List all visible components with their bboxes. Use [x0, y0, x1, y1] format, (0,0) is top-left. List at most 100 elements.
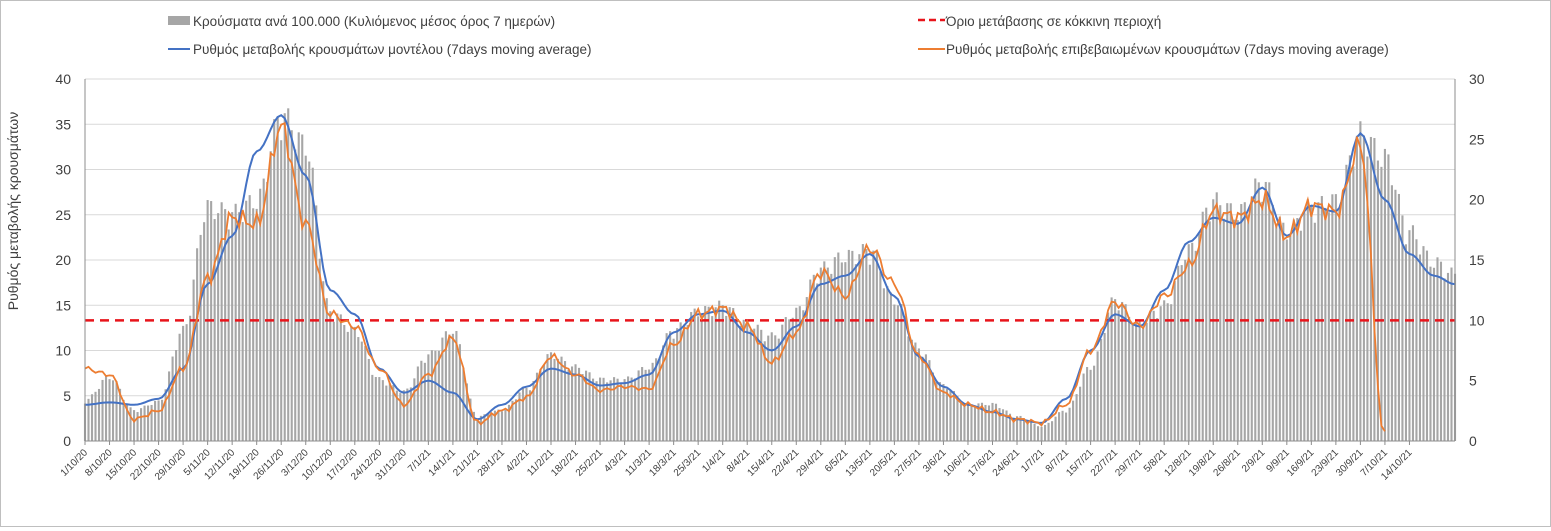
bar-day-23	[164, 389, 167, 441]
bar-day-26	[175, 350, 178, 441]
bar-day-69	[325, 298, 328, 441]
bar-day-346	[1296, 218, 1299, 441]
bar-day-44	[238, 212, 241, 441]
bar-day-165	[662, 345, 665, 441]
bar-day-125	[521, 387, 525, 441]
bar-day-362	[1352, 166, 1355, 441]
bar-day-70	[329, 311, 332, 441]
bar-day-369	[1376, 160, 1379, 441]
bar-day-320	[1205, 207, 1208, 441]
bar-day-330	[1240, 204, 1243, 441]
bar-day-194	[763, 341, 766, 441]
bar-day-112	[476, 418, 479, 441]
bar-day-82	[371, 374, 374, 441]
bar-day-229	[886, 286, 889, 441]
bar-day-148	[602, 377, 605, 441]
bar-day-302	[1142, 328, 1145, 441]
legend-item-bars: Κρούσματα ανά 100.000 (Κυλιόμενος μέσος …	[168, 14, 555, 29]
bar-day-341	[1278, 216, 1281, 441]
bar-day-350	[1310, 206, 1313, 441]
bar-day-253	[970, 404, 973, 441]
legend-label-bars: Κρούσματα ανά 100.000 (Κυλιόμενος μέσος …	[193, 14, 555, 29]
bar-day-13	[129, 407, 132, 441]
bar-day-59	[290, 130, 293, 441]
legend: Κρούσματα ανά 100.000 (Κυλιόμενος μέσος …	[168, 14, 1389, 57]
bar-day-53	[269, 151, 272, 442]
bar-day-365	[1362, 135, 1365, 442]
bar-day-282	[1072, 400, 1075, 441]
bar-day-178	[707, 306, 710, 441]
bar-day-110	[469, 398, 472, 441]
bar-day-364	[1359, 121, 1362, 442]
bar-day-100	[434, 350, 437, 441]
bar-day-223	[865, 249, 868, 441]
bar-day-234	[903, 316, 906, 441]
bar-series	[83, 108, 1457, 442]
bar-day-181	[718, 300, 721, 441]
bar-day-198	[777, 338, 780, 441]
y-tick-right-20: 20	[1469, 192, 1485, 208]
bar-day-386	[1436, 257, 1439, 441]
y-tick-left-20: 20	[55, 252, 71, 268]
bar-day-217	[844, 262, 847, 441]
bar-day-67	[318, 258, 321, 441]
bar-day-134	[553, 358, 556, 441]
bar-day-175	[697, 316, 700, 441]
bar-day-254	[973, 406, 977, 441]
bar-day-317	[1194, 250, 1197, 441]
bar-day-176	[700, 314, 703, 441]
bar-day-39	[220, 202, 223, 441]
bar-day-46	[245, 200, 248, 441]
bar-day-15	[136, 412, 139, 441]
bar-day-200	[784, 317, 787, 441]
bar-day-6	[104, 376, 108, 441]
bar-day-284	[1079, 386, 1082, 441]
bar-day-78	[357, 337, 360, 441]
bar-day-58	[287, 108, 290, 441]
bar-day-145	[592, 378, 595, 441]
bar-day-294	[1114, 299, 1117, 441]
bar-day-132	[546, 354, 549, 441]
bar-day-73	[339, 314, 342, 441]
bar-day-211	[823, 261, 826, 441]
bar-day-285	[1082, 373, 1085, 441]
x-tick-label-21: 25/2/21	[574, 447, 606, 479]
bar-day-309	[1166, 303, 1169, 441]
bar-day-63	[304, 155, 307, 441]
bar-day-300	[1135, 319, 1138, 441]
bar-day-218	[847, 249, 850, 441]
bar-day-246	[945, 388, 948, 441]
bar-day-98	[427, 354, 430, 441]
bar-day-262	[1001, 409, 1005, 441]
bar-day-139	[570, 366, 574, 441]
bar-day-385	[1432, 267, 1436, 441]
bar-day-272	[1036, 426, 1040, 441]
bar-day-60	[294, 149, 297, 441]
y-tick-right-0: 0	[1469, 433, 1477, 449]
bar-day-57	[283, 113, 286, 441]
legend-label-confirmed: Ρυθμός μεταβολής επιβεβαιωμένων κρουσμάτ…	[946, 42, 1389, 57]
bar-day-379	[1411, 225, 1415, 441]
bar-day-121	[507, 404, 511, 441]
bar-day-257	[984, 404, 987, 441]
bar-day-290	[1100, 338, 1103, 441]
x-tick-label-26: 1/4/21	[700, 447, 728, 475]
bar-day-343	[1285, 239, 1288, 441]
bar-day-358	[1338, 208, 1341, 441]
bar-day-256	[980, 402, 984, 441]
bar-day-89	[395, 390, 398, 441]
bar-day-276	[1051, 421, 1054, 441]
bar-day-244	[938, 382, 941, 441]
bar-day-32	[196, 248, 199, 441]
x-tick-label-39: 1/7/21	[1019, 447, 1047, 475]
bar-day-171	[683, 324, 686, 441]
bar-day-11	[122, 399, 125, 441]
bar-day-222	[861, 244, 864, 441]
bar-day-170	[679, 322, 682, 441]
bar-day-329	[1236, 220, 1239, 441]
bar-day-149	[606, 382, 609, 441]
bar-day-30	[189, 315, 192, 441]
bar-day-345	[1292, 219, 1295, 441]
bar-day-297	[1124, 304, 1127, 441]
